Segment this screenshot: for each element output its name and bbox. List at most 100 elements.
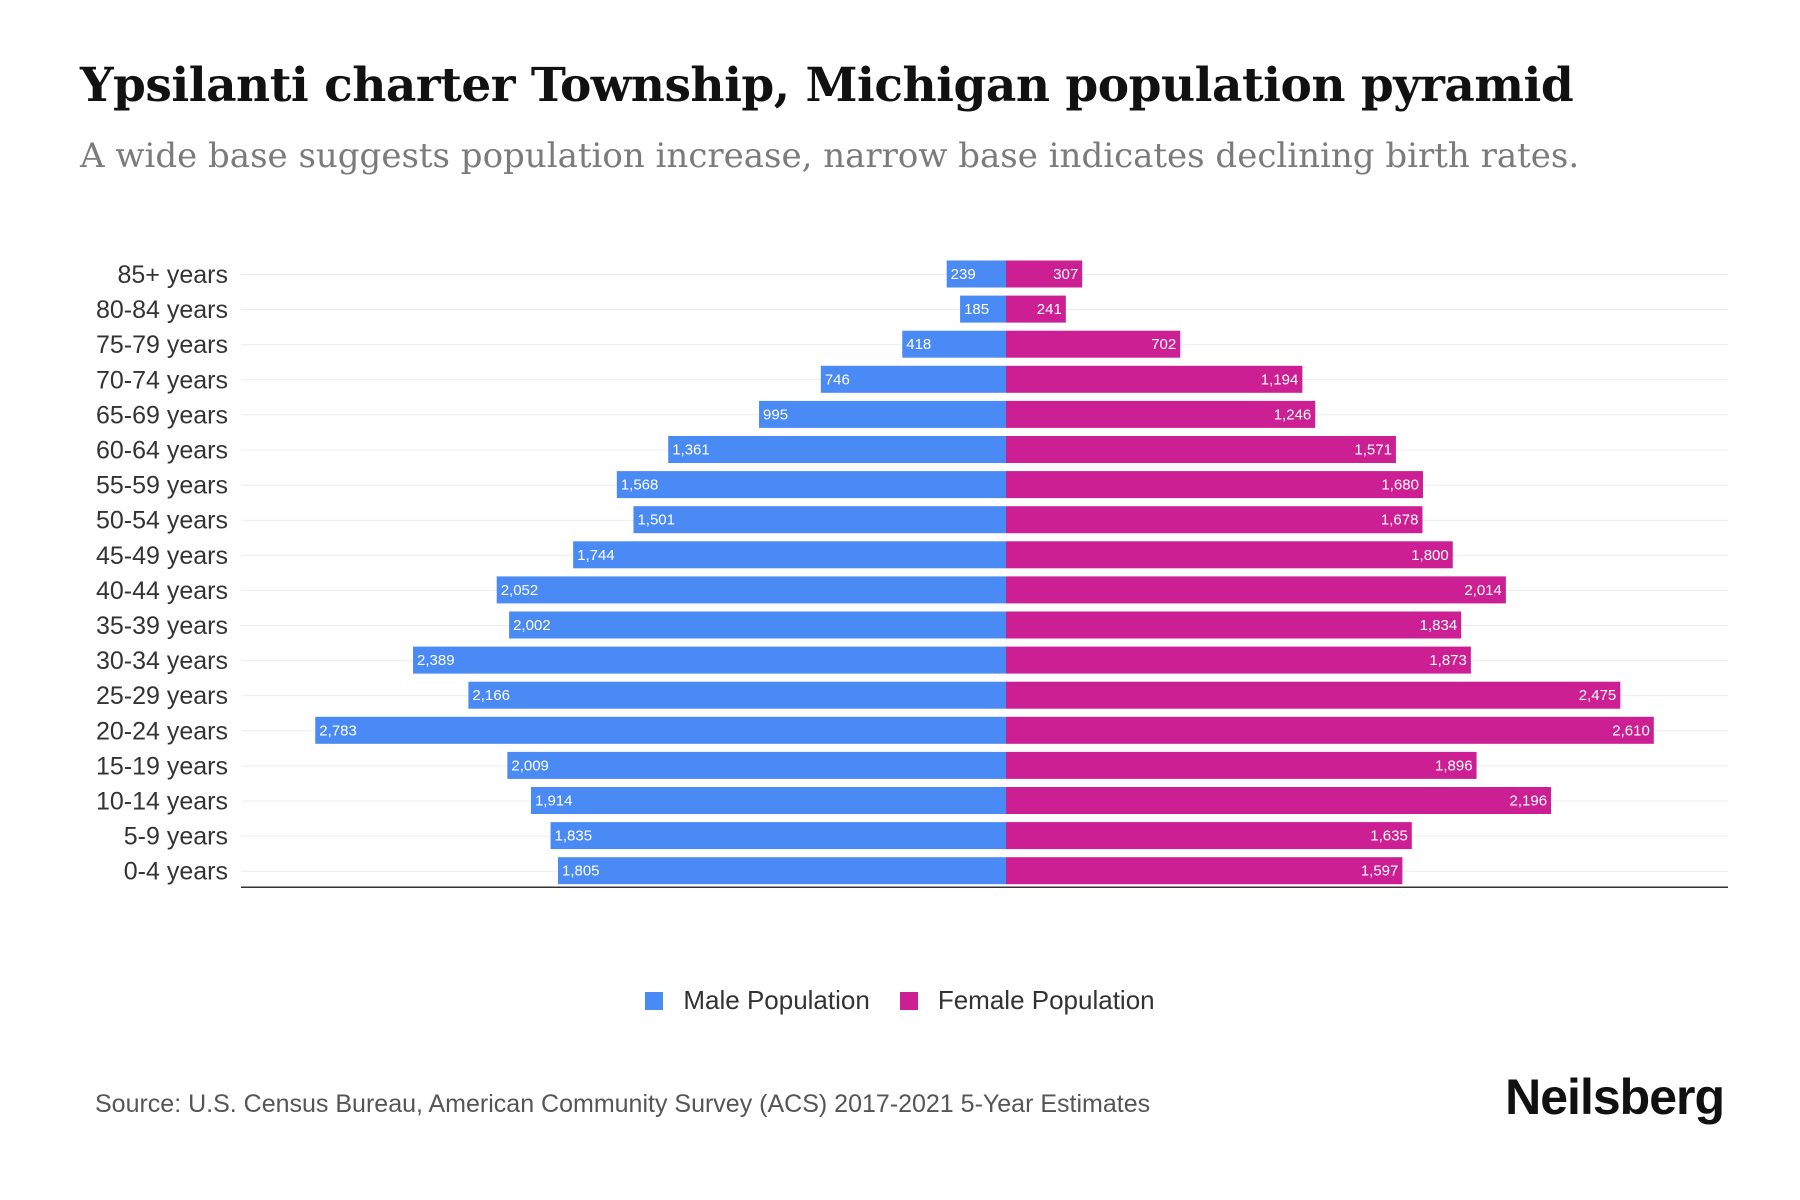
bar-female xyxy=(1006,541,1453,569)
data-label-male: 746 xyxy=(825,371,850,388)
source-note: Source: U.S. Census Bureau, American Com… xyxy=(95,1090,1151,1118)
legend-label-male: Male Population xyxy=(683,985,870,1015)
data-label-female: 1,246 xyxy=(1274,406,1312,423)
category-label: 10-14 years xyxy=(96,788,228,816)
data-label-female: 2,196 xyxy=(1510,793,1548,810)
category-label: 85+ years xyxy=(118,261,229,289)
category-label: 55-59 years xyxy=(96,472,228,500)
data-label-female: 1,678 xyxy=(1381,512,1419,529)
bar-female xyxy=(1006,611,1462,639)
data-label-male: 1,501 xyxy=(637,512,675,529)
category-label: 35-39 years xyxy=(96,612,228,640)
data-label-female: 241 xyxy=(1037,301,1062,318)
bar-male xyxy=(946,260,1006,288)
bar-female xyxy=(1006,716,1654,744)
data-label-female: 1,571 xyxy=(1354,442,1392,459)
bar-female xyxy=(1006,365,1303,393)
data-label-female: 1,896 xyxy=(1435,757,1473,774)
chart-legend: Male Population Female Population xyxy=(0,985,1800,1016)
bar-female xyxy=(1006,400,1316,428)
category-label: 60-64 years xyxy=(96,437,228,465)
bar-female xyxy=(1006,471,1423,499)
data-label-male: 1,914 xyxy=(535,793,573,810)
bar-male xyxy=(668,436,1006,463)
bar-female xyxy=(1006,330,1181,358)
brand-logo: Neilsberg xyxy=(1505,1069,1725,1125)
legend-item-male[interactable]: Male Population xyxy=(645,985,870,1016)
category-label: 65-69 years xyxy=(96,401,228,429)
bar-male xyxy=(507,751,1006,779)
bar-female xyxy=(1006,857,1403,885)
bar-male xyxy=(468,681,1006,709)
bar-male xyxy=(557,857,1006,885)
bar-male xyxy=(530,787,1006,814)
data-label-female: 1,680 xyxy=(1381,477,1419,494)
data-label-female: 1,800 xyxy=(1411,547,1449,564)
data-label-female: 1,194 xyxy=(1261,371,1299,388)
bar-female xyxy=(1006,787,1552,814)
legend-swatch-female xyxy=(899,991,918,1010)
bar-male xyxy=(573,541,1006,569)
category-label: 5-9 years xyxy=(124,823,228,851)
category-label: 80-84 years xyxy=(96,296,228,324)
data-label-female: 2,475 xyxy=(1579,687,1617,704)
bar-male xyxy=(960,295,1006,323)
bar-male xyxy=(550,822,1006,850)
category-label: 15-19 years xyxy=(96,752,228,780)
category-label: 20-24 years xyxy=(96,717,228,745)
data-label-male: 1,835 xyxy=(555,828,593,845)
chart-subtitle: A wide base suggests population increase… xyxy=(80,136,1580,176)
data-label-male: 2,389 xyxy=(417,652,455,669)
data-label-female: 702 xyxy=(1151,336,1176,353)
bar-female xyxy=(1006,295,1066,323)
bar-male xyxy=(820,365,1006,393)
data-label-female: 2,610 xyxy=(1612,722,1650,739)
legend-label-female: Female Population xyxy=(937,985,1155,1015)
data-label-male: 995 xyxy=(763,406,788,423)
data-label-male: 2,166 xyxy=(472,687,510,704)
category-label: 40-44 years xyxy=(96,577,228,605)
bar-male xyxy=(616,471,1006,499)
category-label: 45-49 years xyxy=(96,542,228,570)
data-label-female: 1,597 xyxy=(1361,863,1399,880)
category-label: 70-74 years xyxy=(96,366,228,394)
chart-title: Ypsilanti charter Township, Michigan pop… xyxy=(80,58,1574,113)
data-label-male: 185 xyxy=(964,301,989,318)
bar-male xyxy=(509,611,1006,639)
data-label-female: 1,834 xyxy=(1420,617,1458,634)
category-label: 50-54 years xyxy=(96,507,228,535)
legend-item-female[interactable]: Female Population xyxy=(899,985,1155,1016)
data-label-male: 1,568 xyxy=(621,477,659,494)
bar-male xyxy=(413,646,1007,674)
data-label-male: 1,805 xyxy=(562,863,600,880)
bar-female xyxy=(1006,822,1412,850)
data-label-male: 239 xyxy=(951,266,976,283)
data-label-male: 2,009 xyxy=(511,757,549,774)
bar-male xyxy=(633,506,1006,534)
bar-female xyxy=(1006,751,1477,779)
bar-male xyxy=(496,576,1006,604)
data-label-female: 1,873 xyxy=(1429,652,1467,669)
data-label-female: 2,014 xyxy=(1464,582,1502,599)
bar-female xyxy=(1006,506,1423,534)
category-label: 30-34 years xyxy=(96,647,228,675)
data-label-male: 1,744 xyxy=(577,547,615,564)
category-label: 75-79 years xyxy=(96,331,228,359)
population-pyramid-chart: 85+ years 239 307 80-84 years 185 241 75-79 ye… xyxy=(96,260,1728,888)
bar-male xyxy=(315,716,1006,744)
bar-female xyxy=(1006,681,1621,709)
data-label-female: 307 xyxy=(1053,266,1078,283)
category-label: 0-4 years xyxy=(124,858,228,886)
data-label-male: 2,002 xyxy=(513,617,551,634)
bar-female xyxy=(1006,260,1083,288)
bar-female xyxy=(1006,646,1471,674)
data-label-male: 418 xyxy=(906,336,931,353)
data-label-male: 2,783 xyxy=(319,722,357,739)
bar-female xyxy=(1006,576,1506,604)
bar-male xyxy=(759,400,1006,428)
legend-swatch-male xyxy=(645,991,664,1010)
bar-male xyxy=(902,330,1006,358)
bar-female xyxy=(1006,436,1396,463)
data-label-female: 1,635 xyxy=(1370,828,1408,845)
data-label-male: 2,052 xyxy=(501,582,539,599)
